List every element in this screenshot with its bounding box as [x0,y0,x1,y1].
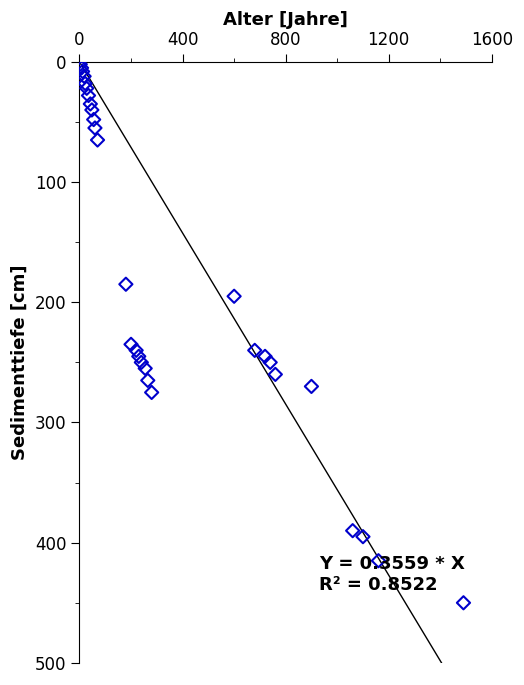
Point [230,290,238,301]
Point [271,369,279,380]
Point [79,66,87,77]
Point [81,78,90,89]
Point [459,597,467,608]
Point [348,525,357,536]
Point [250,345,259,356]
Point [261,351,269,362]
Point [266,357,275,368]
Point [122,279,130,290]
Point [80,71,89,82]
Point [374,556,383,566]
Point [76,59,84,70]
Point [141,363,149,374]
Point [132,345,140,356]
Point [144,375,152,386]
Point [147,387,156,398]
Point [359,531,367,542]
Point [86,99,94,110]
Point [93,134,102,145]
X-axis label: Alter [Jahre]: Alter [Jahre] [223,11,348,29]
Point [135,351,143,362]
Point [307,381,315,392]
Point [88,105,96,116]
Point [84,90,93,101]
Point [90,114,98,125]
Point [127,339,135,350]
Point [82,83,91,94]
Y-axis label: Sedimenttiefe [cm]: Sedimenttiefe [cm] [11,264,29,460]
Point [78,62,86,73]
Text: Y = 0.3559 * X
R² = 0.8522: Y = 0.3559 * X R² = 0.8522 [319,555,464,593]
Point [91,123,99,134]
Point [137,357,146,368]
